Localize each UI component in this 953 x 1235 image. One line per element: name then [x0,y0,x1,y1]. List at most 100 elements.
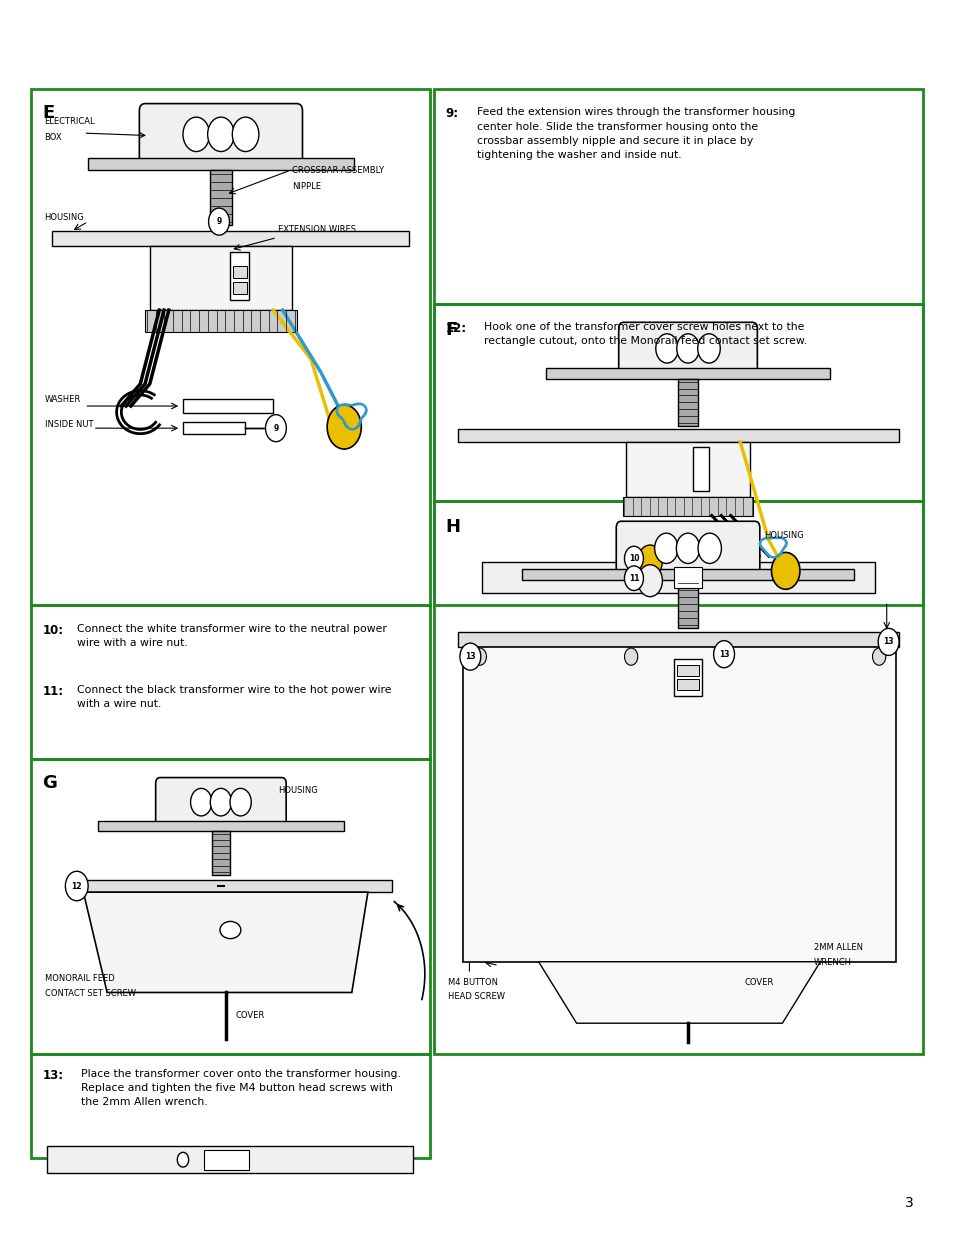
Bar [150,246,292,310]
Text: INSIDE NUT: INSIDE NUT [45,420,92,429]
FancyBboxPatch shape [155,778,286,826]
Circle shape [459,643,480,671]
Text: 9: 9 [216,217,221,226]
Text: WASHER: WASHER [45,395,81,404]
Circle shape [872,648,884,666]
Circle shape [66,871,88,900]
Text: 11: 11 [628,574,639,583]
Circle shape [676,333,699,363]
Bar [48,1146,413,1173]
Circle shape [771,552,800,589]
Text: ELECTRICAL: ELECTRICAL [45,117,95,126]
Bar [676,679,699,690]
Circle shape [208,117,233,152]
Text: 13: 13 [465,652,476,661]
Circle shape [230,788,251,816]
Bar [678,379,697,426]
Bar [233,266,246,278]
Polygon shape [538,962,820,1024]
Text: 9: 9 [273,424,278,432]
Text: Place the transformer cover onto the transformer housing.
Replace and tighten th: Place the transformer cover onto the tra… [80,1068,400,1107]
Text: NIPPLE: NIPPLE [292,183,321,191]
Bar [210,170,233,225]
Text: HEAD SCREW: HEAD SCREW [447,993,504,1002]
Polygon shape [83,892,368,993]
Text: 11:: 11: [43,685,64,698]
Circle shape [191,788,212,816]
Text: CONTACT SET SCREW: CONTACT SET SCREW [45,989,135,998]
Text: MONORAIL FEED: MONORAIL FEED [45,974,114,983]
Bar [521,569,853,579]
Bar [52,231,408,246]
Bar [183,422,244,435]
Text: WRENCH: WRENCH [813,958,851,967]
Bar [145,310,296,332]
Bar [31,89,429,605]
Bar [31,605,429,758]
Circle shape [183,117,210,152]
Text: EXTENSION WIRES: EXTENSION WIRES [277,225,355,235]
Text: 13:: 13: [43,1068,64,1082]
Bar [434,304,922,500]
Text: F: F [445,321,457,340]
Text: M4 BUTTON: M4 BUTTON [447,978,497,987]
Bar [457,430,898,442]
Bar [183,399,273,414]
Circle shape [638,564,661,597]
Circle shape [473,648,486,666]
Text: 12:: 12: [445,322,466,336]
FancyBboxPatch shape [616,521,759,576]
Bar [462,647,895,962]
Circle shape [624,648,638,666]
Circle shape [225,1152,235,1167]
Text: 13: 13 [718,650,728,658]
Bar [434,89,922,304]
Bar [457,632,898,647]
Text: 2MM ALLEN: 2MM ALLEN [813,944,862,952]
Text: Hook one of the transformer cover screw holes next to the
rectangle cutout, onto: Hook one of the transformer cover screw … [483,322,806,347]
FancyBboxPatch shape [618,322,757,374]
Text: Connect the black transformer wire to the hot power wire
with a wire nut.: Connect the black transformer wire to th… [76,685,391,709]
Text: E: E [43,104,55,121]
Bar [673,659,701,697]
Bar [622,496,753,515]
Text: COVER: COVER [744,978,774,987]
Circle shape [713,641,734,668]
Bar [673,567,701,588]
Bar [233,282,246,294]
Circle shape [655,333,678,363]
Bar [231,252,249,300]
Text: HOUSING: HOUSING [277,785,317,795]
Text: 3: 3 [903,1195,912,1210]
Circle shape [233,117,258,152]
Circle shape [654,534,678,563]
Circle shape [624,566,642,590]
Bar [434,500,922,1053]
Bar [70,879,392,892]
Bar [97,821,344,831]
Circle shape [177,1152,189,1167]
Text: Connect the white transformer wire to the neutral power
wire with a wire nut.: Connect the white transformer wire to th… [76,624,386,647]
Bar [31,1053,429,1158]
Circle shape [209,207,230,235]
Circle shape [697,333,720,363]
Bar [434,304,922,605]
Text: HOUSING: HOUSING [763,531,802,541]
Text: 13: 13 [882,637,893,646]
Text: H: H [445,517,460,536]
Bar [88,158,354,170]
FancyBboxPatch shape [139,104,302,165]
Text: 10: 10 [628,555,639,563]
Circle shape [878,629,898,656]
Bar [692,447,708,492]
Text: 10:: 10: [43,624,64,637]
Circle shape [327,405,361,450]
Text: 9:: 9: [445,107,458,120]
Bar [678,579,698,629]
Circle shape [698,534,720,563]
Circle shape [624,546,642,571]
Text: G: G [43,773,57,792]
Text: HOUSING: HOUSING [45,212,84,222]
Text: COVER: COVER [234,1010,264,1020]
Bar [31,758,429,1053]
